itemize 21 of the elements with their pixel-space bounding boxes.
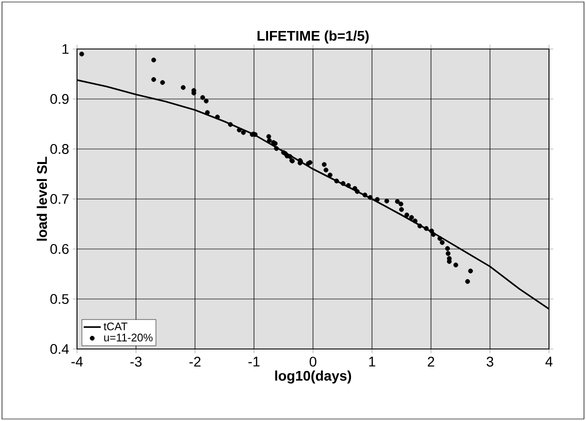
x-tick-label: -3 xyxy=(130,356,142,367)
y-tick-label: 0.6 xyxy=(50,244,69,254)
legend-label: u=11-20% xyxy=(104,334,153,342)
x-tick-label: 0 xyxy=(310,356,316,367)
y-tick-label: 1 xyxy=(62,44,69,54)
x-axis-title: log10(days) xyxy=(275,370,352,384)
y-tick-label: 0.8 xyxy=(50,144,69,154)
x-tick-label: -2 xyxy=(189,356,201,367)
chart-title: LIFETIME (b=1/5) xyxy=(258,30,369,44)
x-tick-label: -4 xyxy=(71,356,83,366)
legend-label: tCAT xyxy=(104,322,128,330)
x-tick-label: 1 xyxy=(369,356,376,366)
y-tick-label: 0.7 xyxy=(50,194,69,204)
x-tick-label: -1 xyxy=(248,356,260,366)
y-tick-label: 0.4 xyxy=(50,344,69,354)
y-tick-label: 0.9 xyxy=(50,94,69,104)
x-tick-label: 2 xyxy=(428,356,434,367)
y-axis-title: load level SL xyxy=(36,156,47,241)
x-tick-label: 4 xyxy=(545,356,552,366)
y-tick-label: 0.5 xyxy=(50,294,69,304)
x-tick-label: 3 xyxy=(486,356,494,367)
